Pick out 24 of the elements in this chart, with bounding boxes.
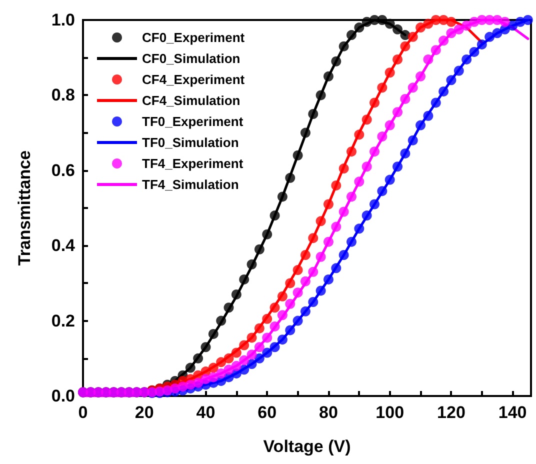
x-tick-label: 0 [78,403,88,422]
legend-label: CF0_Simulation [142,51,240,66]
legend-label: CF4_Simulation [142,93,240,108]
legend-label: TF4_Experiment [142,156,244,171]
legend-label: TF4_Simulation [142,177,239,192]
legend-label: TF0_Experiment [142,114,244,129]
x-tick-label: 120 [437,403,466,422]
x-tick-label: 140 [498,403,527,422]
y-tick-label: 0.2 [51,311,75,330]
x-tick-label: 60 [258,403,277,422]
x-axis-title: Voltage (V) [263,437,351,456]
x-tick-label: 20 [134,403,154,422]
legend-label: CF0_Experiment [142,30,246,45]
x-tick-label: 100 [376,403,404,422]
x-tick-label: 40 [196,403,216,422]
y-tick-label: 1.0 [51,10,75,30]
legend-label: TF0_Simulation [142,135,239,150]
y-tick-label: 0.4 [51,236,76,256]
y-tick-label: 0.6 [51,160,75,180]
y-tick-label: 0.0 [51,386,75,406]
y-axis-title: Transmittance [15,150,34,266]
y-tick-label: 0.8 [51,86,75,105]
x-tick-label: 80 [319,403,338,422]
legend-label: CF4_Experiment [142,72,246,87]
